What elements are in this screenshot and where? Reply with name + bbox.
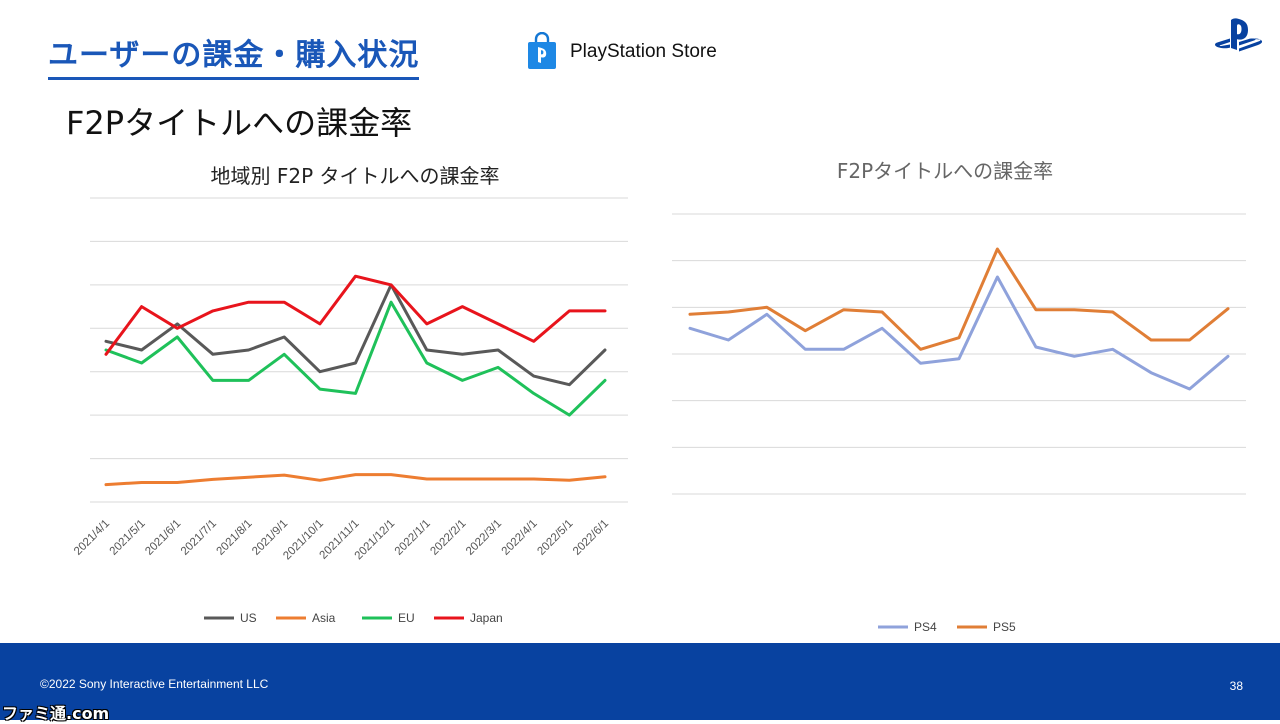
platform-chart: F2Pタイトルへの課金率 PS4 PS5: [672, 159, 1246, 634]
footer-bar: ©2022 Sony Interactive Entertainment LLC…: [0, 643, 1280, 720]
x-tick-label: 2021/4/1: [72, 518, 112, 558]
legend-label-ps4: PS4: [914, 620, 937, 634]
page-number: 38: [1229, 679, 1243, 693]
regional-chart-x-axis: 2021/4/12021/5/12021/6/12021/7/12021/8/1…: [72, 518, 611, 563]
series-line-us: [104, 283, 607, 387]
x-tick-label: 2022/6/1: [571, 518, 611, 558]
x-tick-label: 2022/1/1: [393, 518, 433, 558]
platform-chart-legend: PS4 PS5: [878, 620, 1016, 634]
regional-chart-series: [104, 274, 607, 487]
series-line-japan: [104, 274, 607, 356]
slide-subtitle: F2Pタイトルへの課金率: [66, 104, 413, 142]
legend-label-japan: Japan: [470, 611, 503, 625]
regional-chart-grid: [90, 197, 628, 503]
watermark: ファミ通.com: [2, 704, 110, 723]
x-tick-label: 2022/2/1: [428, 518, 468, 558]
regional-chart-legend: US Asia EU Japan: [204, 611, 503, 625]
x-tick-label: 2022/4/1: [500, 518, 540, 558]
charts-canvas: 地域別 F2P タイトルへの課金率 2021/4/12021/5/12021/6…: [72, 159, 1246, 634]
store-label: PlayStation Store: [570, 41, 717, 62]
series-line-ps5: [688, 247, 1230, 351]
platform-chart-grid: [672, 213, 1246, 495]
series-line-eu: [104, 300, 607, 417]
regional-chart-title: 地域別 F2P タイトルへの課金率: [210, 164, 499, 188]
shopping-bag-icon: [528, 32, 556, 69]
x-tick-label: 2022/3/1: [464, 518, 504, 558]
series-line-ps4: [688, 275, 1230, 391]
x-tick-label: 2021/8/1: [215, 518, 255, 558]
x-tick-label: 2022/5/1: [535, 518, 575, 558]
playstation-logo-icon: [1215, 18, 1263, 52]
x-tick-label: 2021/5/1: [108, 518, 148, 558]
legend-label-eu: EU: [398, 611, 415, 625]
platform-chart-series: [688, 247, 1230, 391]
regional-chart: 地域別 F2P タイトルへの課金率 2021/4/12021/5/12021/6…: [72, 164, 628, 625]
playstation-store-logo: PlayStation Store: [527, 32, 717, 72]
legend-label-asia: Asia: [312, 611, 336, 625]
legend-label-us: US: [240, 611, 257, 625]
x-tick-label: 2021/7/1: [179, 518, 219, 558]
series-line-asia: [104, 473, 607, 487]
copyright-text: ©2022 Sony Interactive Entertainment LLC: [40, 677, 269, 691]
x-tick-label: 2021/6/1: [143, 518, 183, 558]
legend-label-ps5: PS5: [993, 620, 1016, 634]
page-title: ユーザーの課金・購入状況: [48, 30, 420, 80]
platform-chart-title: F2Pタイトルへの課金率: [837, 159, 1053, 183]
